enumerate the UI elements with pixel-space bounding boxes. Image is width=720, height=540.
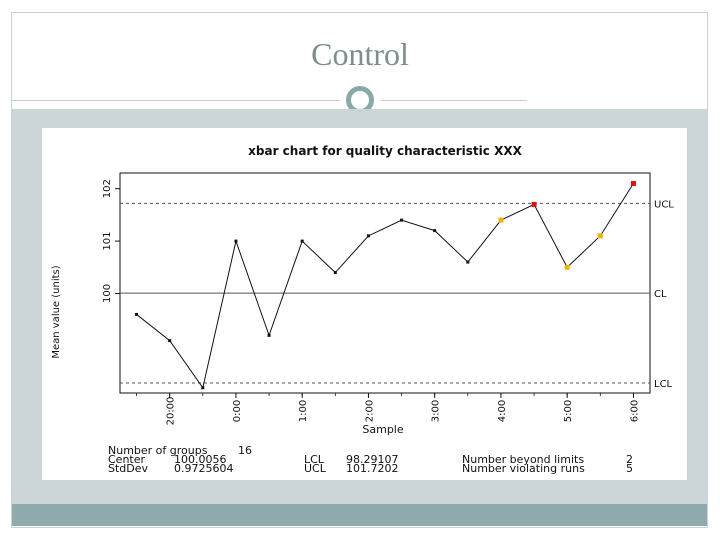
data-point xyxy=(400,218,404,222)
series-line xyxy=(136,183,634,389)
data-point xyxy=(498,217,504,223)
y-axis-label: Mean value (units) xyxy=(51,265,62,358)
data-point xyxy=(267,333,271,337)
stats-lcl-label: LCL xyxy=(304,453,324,466)
x-tick-label: 4:00 xyxy=(497,400,508,422)
x-tick-label: 0:00 xyxy=(232,400,243,422)
data-point xyxy=(300,239,304,243)
x-axis-label: Sample xyxy=(362,423,403,436)
stats-beyond-label: Number beyond limits xyxy=(462,453,585,466)
limit-label-cl: CL xyxy=(654,289,667,300)
y-tick-label: 100 xyxy=(102,284,113,303)
y-tick-label: 101 xyxy=(102,232,113,251)
x-tick-label: 3:00 xyxy=(431,400,442,422)
data-point xyxy=(234,239,238,243)
stats-stddev-value: 0.9725604 xyxy=(174,462,234,475)
stats-lcl-value: 98.29107 xyxy=(346,453,399,466)
x-tick-label: 20:00 xyxy=(166,397,177,426)
data-point xyxy=(433,229,437,233)
data-point xyxy=(466,260,470,264)
data-point xyxy=(168,339,172,343)
stats-beyond-value: 2 xyxy=(626,453,633,466)
y-tick-label: 102 xyxy=(102,179,113,198)
x-tick-label: 2:00 xyxy=(364,400,375,422)
data-point xyxy=(630,180,636,186)
data-point xyxy=(135,312,139,316)
plot-frame xyxy=(119,172,651,394)
chart-title: xbar chart for quality characteristic XX… xyxy=(248,144,522,158)
data-point xyxy=(201,386,205,390)
stats-violating-label: Number violating runs xyxy=(462,462,585,475)
title-rule-left xyxy=(12,100,340,101)
stats-violating-value: 5 xyxy=(626,462,633,475)
x-tick-label: 5:00 xyxy=(563,400,574,422)
footer-bar xyxy=(12,504,707,526)
chart-panel: xbar chart for quality characteristic XX… xyxy=(42,128,687,480)
stats-center-label: Center xyxy=(108,453,146,466)
xbar-chart: xbar chart for quality characteristic XX… xyxy=(51,144,674,436)
data-point xyxy=(564,264,570,270)
data-point xyxy=(597,233,603,239)
stats-groups-value: 16 xyxy=(238,444,252,457)
data-point xyxy=(531,201,537,207)
stats-center-value: 100.0056 xyxy=(174,453,227,466)
limit-label-lcl: LCL xyxy=(654,379,673,390)
x-tick-label: 6:00 xyxy=(629,400,640,422)
stats-stddev-label: StdDev xyxy=(108,462,149,475)
data-point xyxy=(333,271,337,275)
slide-title: Control xyxy=(311,36,409,72)
stats-ucl-value: 101.7202 xyxy=(346,462,399,475)
x-tick-label: 1:00 xyxy=(298,400,309,422)
stats-ucl-label: UCL xyxy=(304,462,326,475)
title-rule-right xyxy=(381,100,527,101)
limit-label-ucl: UCL xyxy=(654,199,674,210)
data-point xyxy=(366,234,370,238)
stats-groups-label: Number of groups xyxy=(108,444,208,457)
